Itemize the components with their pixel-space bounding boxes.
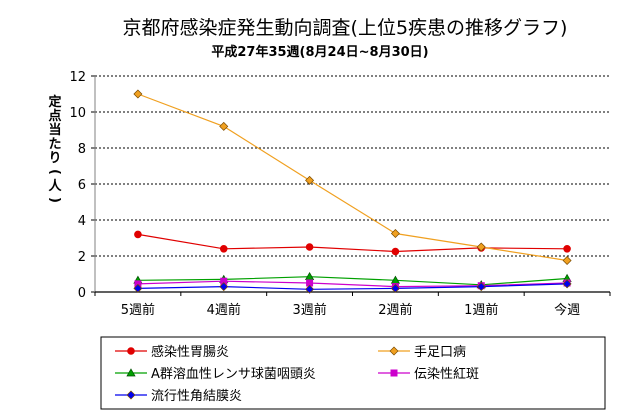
data-point bbox=[476, 282, 486, 292]
data-point bbox=[390, 229, 400, 238]
data-point bbox=[391, 247, 400, 256]
x-tick-label: 今週 bbox=[554, 302, 580, 318]
data-point bbox=[476, 242, 486, 252]
data-point bbox=[134, 230, 142, 239]
legend-label: A群溶血性レンサ球菌咽頭炎 bbox=[151, 367, 316, 382]
y-tick-label: 12 bbox=[69, 70, 86, 85]
x-tick-labels: 5週前 4週前 3週前 2週前 1週前 今週 bbox=[121, 302, 580, 318]
data-point bbox=[563, 245, 571, 253]
chart-title: 京都府感染症発生動向調査(上位5疾患の推移グラフ) bbox=[123, 17, 568, 39]
data-point bbox=[562, 279, 572, 289]
data-point bbox=[562, 256, 572, 265]
x-tick-label: 5週前 bbox=[121, 302, 155, 318]
y-axis-label-char: ) bbox=[47, 197, 62, 203]
y-tick-label: 8 bbox=[78, 142, 86, 157]
series-lines bbox=[133, 89, 572, 294]
y-tick-label: 4 bbox=[78, 214, 86, 229]
series-line bbox=[137, 276, 568, 286]
y-axis-label-char: 人 bbox=[48, 178, 62, 194]
data-point bbox=[305, 175, 315, 185]
data-point bbox=[219, 121, 229, 131]
x-tick-label: 2週前 bbox=[378, 302, 412, 318]
x-tick-label: 3週前 bbox=[292, 302, 326, 318]
y-axis-label-char: 定 bbox=[47, 94, 61, 110]
y-tick-label: 0 bbox=[78, 286, 86, 301]
legend-box bbox=[100, 336, 606, 410]
y-tick-label: 10 bbox=[69, 106, 86, 121]
legend-swatch-marker bbox=[126, 368, 136, 377]
y-tick-label: 2 bbox=[78, 250, 86, 265]
legend-swatch-marker bbox=[390, 369, 398, 377]
data-point bbox=[133, 89, 143, 99]
y-axis-label-char: 当 bbox=[48, 122, 61, 138]
series-line bbox=[137, 283, 568, 290]
legend-swatch-marker bbox=[389, 346, 399, 356]
data-point bbox=[219, 245, 228, 253]
data-point bbox=[390, 283, 400, 293]
y-axis-label-char: ( bbox=[47, 169, 62, 175]
legend-swatch-marker bbox=[126, 390, 136, 400]
gridlines bbox=[91, 75, 611, 296]
data-point bbox=[133, 283, 143, 293]
legend-label: 手足口病 bbox=[414, 345, 466, 360]
legend-label: 伝染性紅斑 bbox=[414, 367, 479, 382]
x-tick-label: 4週前 bbox=[207, 302, 241, 318]
data-point bbox=[305, 284, 315, 294]
y-axis-label-char: た bbox=[48, 137, 61, 152]
series-line bbox=[137, 233, 568, 253]
y-axis-label-char: り bbox=[48, 151, 61, 166]
y-tick-labels: 0 2 4 6 8 10 12 bbox=[69, 70, 86, 301]
series-line bbox=[137, 93, 568, 262]
data-point bbox=[219, 282, 229, 292]
y-axis-label-char: 点 bbox=[48, 108, 61, 124]
legend-label: 流行性角結膜炎 bbox=[151, 389, 242, 404]
series-line bbox=[137, 280, 568, 288]
x-tick-label: 1週前 bbox=[464, 302, 498, 318]
data-point bbox=[305, 243, 314, 251]
chart-subtitle: 平成27年35週(8月24日~8月30日) bbox=[211, 44, 428, 60]
y-tick-label: 6 bbox=[78, 178, 86, 193]
legend-label: 感染性胃腸炎 bbox=[151, 344, 229, 360]
legend-swatch-marker bbox=[127, 347, 135, 355]
